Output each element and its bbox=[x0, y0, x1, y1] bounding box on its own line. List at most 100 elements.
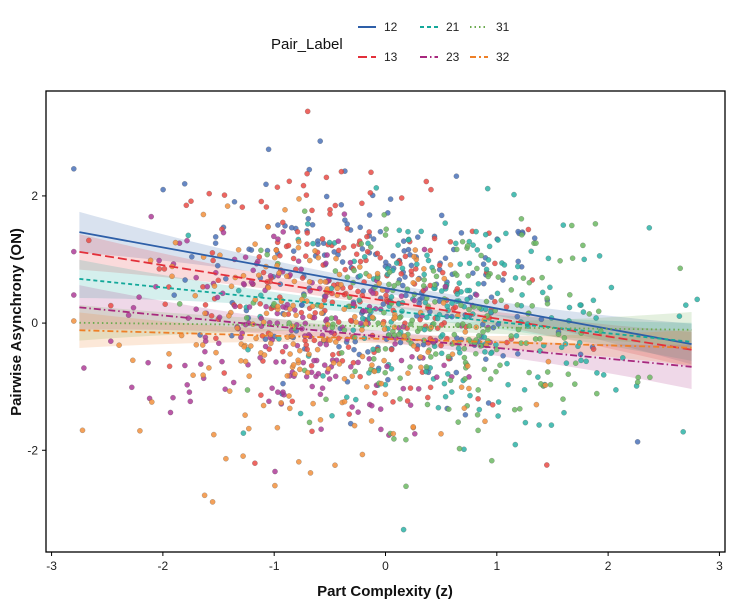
data-point bbox=[368, 418, 375, 424]
data-point bbox=[518, 215, 525, 222]
data-point bbox=[326, 239, 333, 246]
data-point bbox=[462, 376, 468, 382]
data-point bbox=[439, 269, 446, 276]
data-point bbox=[290, 255, 297, 262]
data-point bbox=[352, 368, 358, 375]
data-point bbox=[480, 261, 487, 267]
legend-label-21: 21 bbox=[446, 20, 460, 34]
data-point bbox=[464, 363, 471, 369]
data-point bbox=[242, 412, 248, 418]
data-point bbox=[487, 376, 494, 382]
data-point bbox=[255, 272, 262, 279]
data-point bbox=[332, 462, 338, 469]
data-point bbox=[395, 242, 401, 248]
regression-line-21 bbox=[79, 278, 692, 343]
data-point bbox=[567, 291, 573, 298]
data-point bbox=[230, 379, 237, 386]
data-point bbox=[433, 273, 440, 280]
data-point bbox=[590, 297, 597, 304]
data-point bbox=[596, 253, 603, 259]
data-point bbox=[378, 426, 384, 433]
data-point bbox=[677, 265, 684, 272]
data-point bbox=[317, 416, 324, 423]
data-point bbox=[608, 284, 615, 291]
data-point bbox=[167, 409, 174, 416]
data-point bbox=[411, 430, 418, 437]
data-point bbox=[581, 256, 588, 263]
data-point bbox=[414, 346, 421, 352]
data-point bbox=[414, 234, 421, 240]
data-point bbox=[482, 418, 488, 425]
data-point bbox=[475, 427, 481, 434]
data-point bbox=[569, 222, 575, 229]
data-point bbox=[294, 228, 301, 235]
x-tick-label: 2 bbox=[605, 559, 612, 573]
data-point bbox=[309, 221, 316, 228]
data-point bbox=[493, 368, 499, 375]
data-point bbox=[339, 259, 346, 265]
data-point bbox=[287, 306, 293, 312]
data-point bbox=[162, 301, 168, 308]
data-point bbox=[209, 499, 216, 505]
data-point bbox=[224, 203, 231, 209]
data-point bbox=[374, 270, 381, 277]
data-point bbox=[431, 281, 438, 288]
data-point bbox=[368, 402, 375, 409]
data-point bbox=[466, 306, 472, 313]
data-point bbox=[315, 370, 322, 377]
x-tick-label: -2 bbox=[158, 559, 169, 573]
data-point bbox=[525, 226, 532, 233]
data-point bbox=[222, 275, 229, 282]
data-point bbox=[383, 226, 390, 232]
data-point bbox=[273, 359, 279, 365]
data-point bbox=[274, 389, 281, 395]
data-point bbox=[444, 371, 451, 377]
data-point bbox=[328, 315, 335, 322]
data-point bbox=[211, 283, 218, 289]
data-point bbox=[306, 257, 313, 264]
data-point bbox=[399, 265, 406, 272]
data-point bbox=[148, 213, 154, 220]
data-point bbox=[314, 346, 321, 353]
data-point bbox=[202, 348, 208, 355]
data-point bbox=[398, 195, 405, 201]
data-point bbox=[364, 248, 371, 255]
data-point bbox=[349, 373, 356, 380]
data-point bbox=[409, 317, 416, 324]
data-point bbox=[214, 262, 221, 269]
data-point bbox=[427, 247, 434, 254]
data-point bbox=[683, 302, 689, 308]
data-point bbox=[166, 363, 173, 370]
data-point bbox=[418, 364, 424, 371]
data-point bbox=[215, 277, 222, 284]
data-point bbox=[341, 398, 348, 405]
data-point bbox=[539, 274, 545, 281]
data-point bbox=[519, 292, 525, 298]
data-point bbox=[565, 371, 572, 378]
data-point bbox=[370, 236, 377, 242]
data-point bbox=[192, 292, 198, 299]
data-point bbox=[235, 287, 242, 294]
data-point bbox=[600, 372, 607, 378]
data-point bbox=[188, 198, 194, 204]
data-point bbox=[515, 263, 521, 270]
data-point bbox=[428, 186, 434, 193]
data-point bbox=[261, 352, 268, 358]
data-point bbox=[166, 350, 172, 357]
data-point bbox=[210, 257, 216, 264]
data-point bbox=[359, 246, 366, 252]
data-point bbox=[304, 230, 311, 236]
data-point bbox=[370, 356, 377, 362]
data-point bbox=[442, 393, 449, 400]
data-point bbox=[209, 249, 216, 256]
data-point bbox=[324, 252, 330, 258]
data-point bbox=[148, 399, 155, 405]
data-point bbox=[156, 266, 163, 272]
y-tick-label: -2 bbox=[27, 443, 38, 457]
data-point bbox=[577, 302, 583, 308]
data-point bbox=[533, 240, 539, 246]
regression-line-12 bbox=[79, 231, 692, 345]
data-point bbox=[384, 363, 390, 370]
data-point bbox=[421, 271, 428, 278]
data-point bbox=[345, 344, 352, 350]
